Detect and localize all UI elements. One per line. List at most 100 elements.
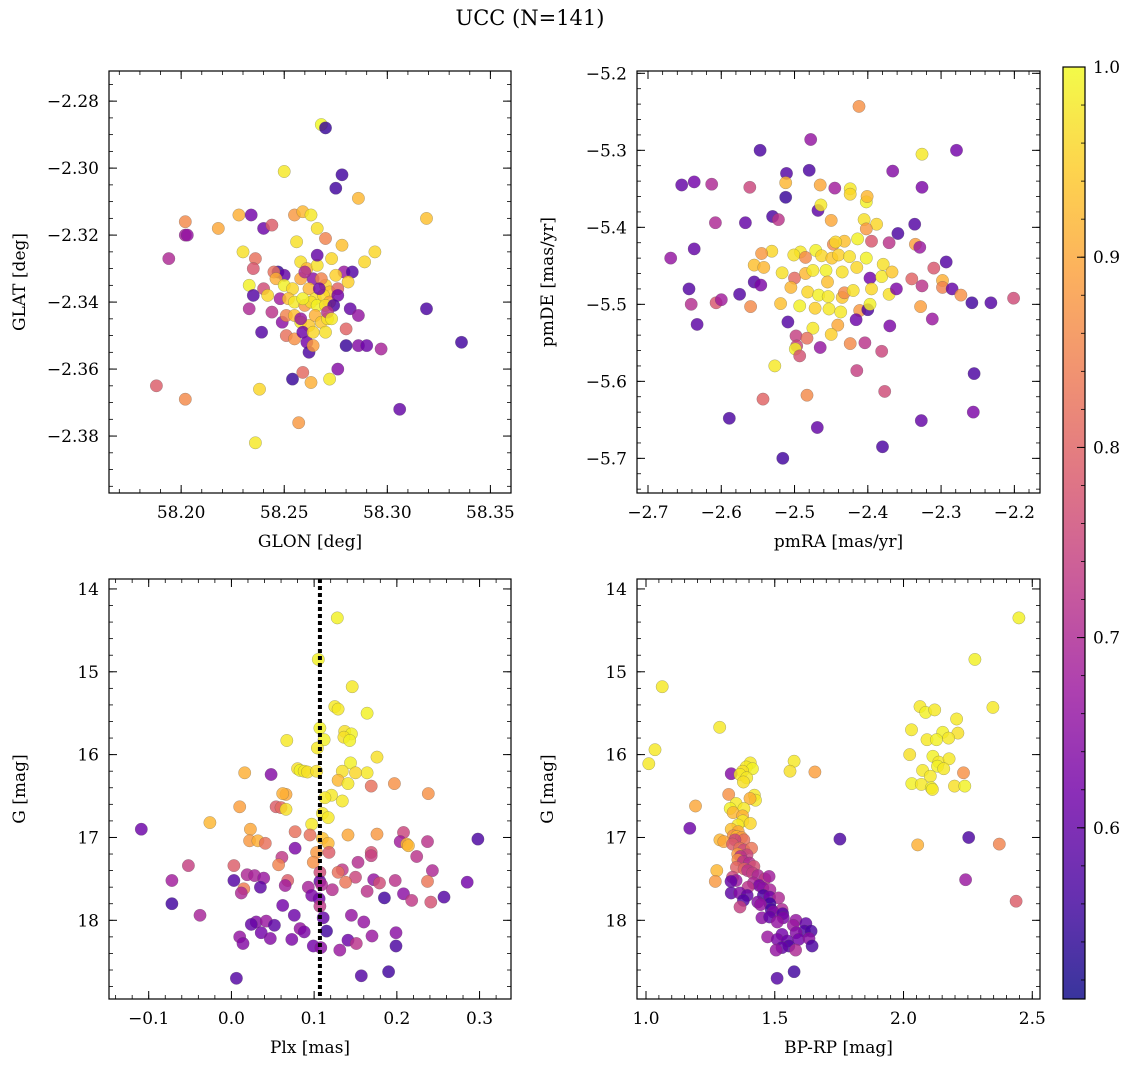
data-point xyxy=(966,405,980,419)
data-point xyxy=(405,894,419,907)
x-tick-label: 0.1 xyxy=(301,1009,328,1029)
data-point xyxy=(714,293,728,307)
data-point xyxy=(992,837,1006,851)
data-point xyxy=(770,971,784,985)
data-point xyxy=(937,762,951,776)
x-tick-label: −2.4 xyxy=(847,503,888,523)
data-point xyxy=(709,216,722,230)
y-tick-label: 14 xyxy=(605,580,627,600)
data-point xyxy=(784,280,798,294)
data-point xyxy=(246,288,260,302)
data-point xyxy=(967,367,981,380)
data-point xyxy=(335,168,349,182)
x-tick-label: −0.1 xyxy=(128,1009,169,1029)
data-point xyxy=(859,222,873,236)
data-point xyxy=(930,733,943,747)
data-point xyxy=(238,766,252,780)
data-point xyxy=(255,325,269,339)
data-point xyxy=(642,757,656,771)
data-point xyxy=(180,228,194,242)
data-point xyxy=(724,875,738,888)
data-point xyxy=(984,296,998,310)
axes-frame xyxy=(108,70,512,494)
data-point xyxy=(743,817,757,830)
data-point xyxy=(425,864,439,877)
data-point xyxy=(292,416,306,430)
data-point xyxy=(648,743,662,757)
axes-frame xyxy=(108,578,512,1000)
colorbar: 0.6 0.7 0.8 0.9 1.0 xyxy=(1062,58,1120,1000)
data-point xyxy=(421,835,434,848)
data-point xyxy=(246,262,260,275)
data-point xyxy=(682,282,696,296)
data-point xyxy=(329,268,343,282)
data-point xyxy=(687,175,701,189)
data-point xyxy=(903,748,917,761)
data-point xyxy=(319,325,332,339)
y-tick-label: −2.30 xyxy=(47,159,99,179)
y-axis-label: GLAT [deg] xyxy=(10,233,30,331)
data-point xyxy=(926,783,939,796)
x-tick-label: 0.2 xyxy=(383,1009,410,1029)
y-tick-label: 16 xyxy=(605,746,627,766)
y-tick-label: 14 xyxy=(77,580,99,600)
data-point xyxy=(325,883,339,897)
data-point xyxy=(1007,291,1020,305)
y-tick-label: −2.38 xyxy=(47,427,99,447)
data-point xyxy=(258,836,272,850)
data-point xyxy=(149,379,163,393)
data-point xyxy=(360,706,374,720)
data-point xyxy=(310,248,324,262)
data-point xyxy=(834,305,848,319)
data-point xyxy=(743,180,757,194)
data-point xyxy=(957,766,970,780)
data-point xyxy=(863,271,877,285)
y-tick-label: −2.34 xyxy=(47,293,99,313)
data-point xyxy=(882,236,896,250)
data-point xyxy=(329,181,343,195)
y-tick-label: 15 xyxy=(77,663,99,683)
data-point xyxy=(236,937,250,950)
minor-ticks xyxy=(637,579,1040,999)
x-tick-label: 0.3 xyxy=(466,1009,493,1029)
data-point xyxy=(420,211,433,225)
data-point xyxy=(1012,611,1026,625)
data-point xyxy=(793,349,807,363)
data-point xyxy=(287,908,301,922)
data-point xyxy=(253,382,266,396)
data-point xyxy=(806,263,820,277)
data-point xyxy=(950,143,963,157)
data-point xyxy=(835,265,849,279)
data-point xyxy=(343,734,357,747)
data-point xyxy=(890,282,903,296)
data-point xyxy=(373,876,386,890)
x-axis-label: Plx [mas] xyxy=(270,1038,350,1058)
data-point xyxy=(227,859,241,872)
data-point xyxy=(793,299,807,313)
data-point xyxy=(339,322,353,336)
data-point xyxy=(330,611,344,625)
scatter-points xyxy=(149,118,468,450)
data-point xyxy=(243,822,257,836)
data-point xyxy=(244,918,258,931)
y-tick-label: 17 xyxy=(605,828,627,848)
data-point xyxy=(958,779,972,793)
data-point xyxy=(850,260,864,274)
data-point xyxy=(789,943,802,957)
data-point xyxy=(810,421,824,434)
data-point xyxy=(710,864,724,877)
data-point xyxy=(756,392,770,406)
data-point xyxy=(349,766,362,780)
data-point xyxy=(364,779,378,793)
data-point xyxy=(304,376,318,389)
x-tick-label: 58.35 xyxy=(466,503,515,523)
data-point xyxy=(655,680,669,694)
data-point xyxy=(165,897,179,911)
data-point xyxy=(370,750,384,764)
data-point xyxy=(248,436,262,450)
data-point xyxy=(813,341,827,354)
data-point xyxy=(942,731,955,745)
data-point xyxy=(265,305,279,319)
data-point xyxy=(863,297,877,311)
x-tick-label: 1.5 xyxy=(761,1009,788,1029)
